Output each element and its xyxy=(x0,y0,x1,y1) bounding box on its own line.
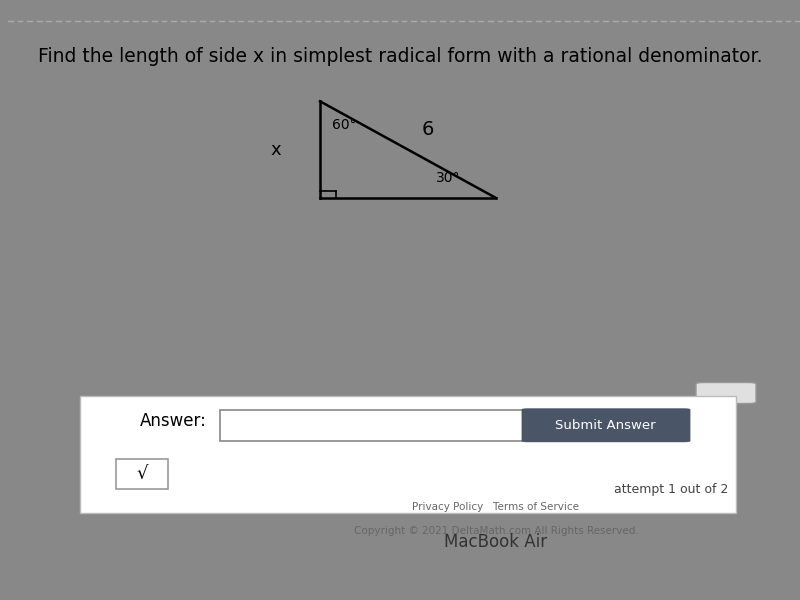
Text: Answer:: Answer: xyxy=(140,413,207,431)
FancyBboxPatch shape xyxy=(116,459,168,489)
FancyBboxPatch shape xyxy=(80,396,736,513)
FancyBboxPatch shape xyxy=(696,383,756,403)
Text: 30°: 30° xyxy=(436,171,461,185)
Text: √: √ xyxy=(137,465,148,483)
Text: Privacy Policy   Terms of Service: Privacy Policy Terms of Service xyxy=(413,502,579,512)
Text: 6: 6 xyxy=(422,119,434,139)
FancyBboxPatch shape xyxy=(220,409,524,441)
Text: 60°: 60° xyxy=(332,118,357,132)
Text: Submit Answer: Submit Answer xyxy=(555,419,656,432)
Text: x: x xyxy=(270,140,282,158)
FancyBboxPatch shape xyxy=(522,408,690,442)
Text: Copyright © 2021 DeltaMath.com All Rights Reserved.: Copyright © 2021 DeltaMath.com All Right… xyxy=(354,526,638,536)
Text: Find the length of side x in simplest radical form with a rational denominator.: Find the length of side x in simplest ra… xyxy=(38,47,762,66)
Text: attempt 1 out of 2: attempt 1 out of 2 xyxy=(614,482,728,496)
Text: MacBook Air: MacBook Air xyxy=(445,533,547,551)
